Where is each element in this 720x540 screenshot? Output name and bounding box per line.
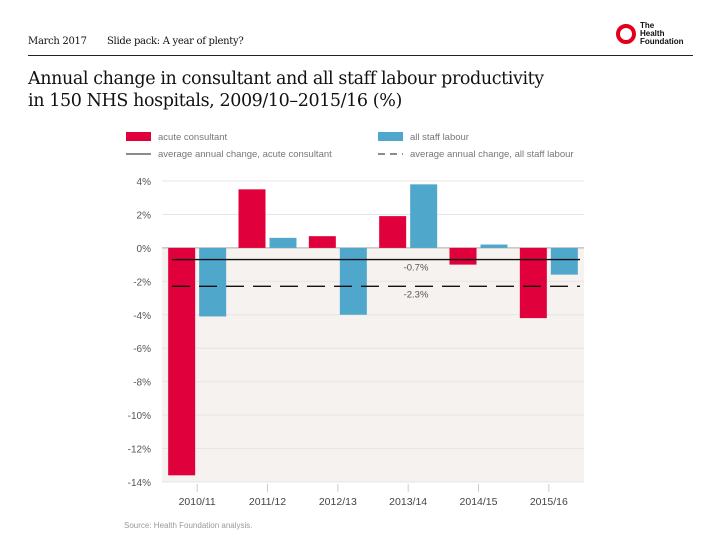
avg-label-acute-consultant: -0.7% — [404, 263, 429, 274]
chart-title: Annual change in consultant and all staf… — [28, 68, 688, 112]
y-tick-label: 2% — [137, 210, 152, 221]
bar-acute-consultant — [238, 189, 266, 248]
chart-title-line-2: in 150 NHS hospitals, 2009/10–2015/16 (%… — [28, 91, 402, 111]
header-divider — [28, 55, 693, 56]
chart-title-line-1: Annual change in consultant and all staf… — [28, 69, 544, 89]
y-tick-label: 0% — [137, 244, 152, 255]
avg-label-all-staff-labour: -2.3% — [404, 289, 429, 300]
y-tick-label: -10% — [128, 411, 151, 422]
bar-all-staff-labour — [410, 184, 438, 248]
health-foundation-logo: The Health Foundation — [616, 22, 696, 50]
bar-all-staff-labour — [480, 244, 508, 248]
y-tick-label: -8% — [133, 378, 151, 389]
y-tick-label: -4% — [133, 311, 151, 322]
bar-acute-consultant — [449, 247, 477, 265]
bar-all-staff-labour — [550, 247, 578, 275]
legend-swatch-all-staff — [378, 132, 403, 141]
logo-line-3: Foundation — [640, 37, 684, 46]
logo-text: The Health Foundation — [640, 22, 684, 46]
header-slide-pack: Slide pack: A year of plenty? — [107, 36, 244, 47]
bar-acute-consultant — [519, 247, 547, 319]
legend-label-acute: acute consultant — [158, 132, 228, 143]
x-tick-label: 2011/12 — [249, 496, 286, 508]
y-tick-label: -2% — [133, 277, 151, 288]
legend-swatch-acute — [126, 132, 151, 141]
x-tick-label: 2014/15 — [460, 496, 498, 508]
legend-label-avg-all-staff: average annual change, all staff labour — [410, 149, 574, 160]
bar-all-staff-labour — [269, 237, 297, 248]
logo-ring-icon — [616, 24, 636, 44]
x-tick-label: 2015/16 — [530, 496, 568, 508]
legend-label-all-staff: all staff labour — [410, 132, 469, 143]
x-tick-label: 2010/11 — [179, 496, 216, 508]
y-tick-label: -6% — [133, 344, 151, 355]
bar-acute-consultant — [168, 247, 196, 476]
bar-all-staff-labour — [339, 247, 367, 315]
bar-acute-consultant — [379, 216, 407, 248]
source-note: Source: Health Foundation analysis. — [124, 521, 253, 530]
y-tick-label: 4% — [137, 177, 152, 188]
logo-line-2: Health — [640, 29, 665, 38]
y-tick-label: -12% — [128, 445, 151, 456]
logo-line-1: The — [640, 21, 655, 30]
y-tick-label: -14% — [128, 478, 151, 489]
legend-label-avg-acute: average annual change, acute consultant — [158, 149, 332, 160]
bar-all-staff-labour — [199, 247, 227, 317]
header-date: March 2017 — [28, 36, 87, 47]
plot-area: 4% 2% 0% -2% -4% -6% -8% -10% -12% -14% 2010/11 201… — [128, 177, 584, 508]
x-tick-label: 2013/14 — [389, 496, 427, 508]
bar-acute-consultant — [308, 236, 336, 248]
x-tick-label: 2012/13 — [319, 496, 357, 508]
legend: acute consultant all staff labour averag… — [126, 132, 574, 160]
